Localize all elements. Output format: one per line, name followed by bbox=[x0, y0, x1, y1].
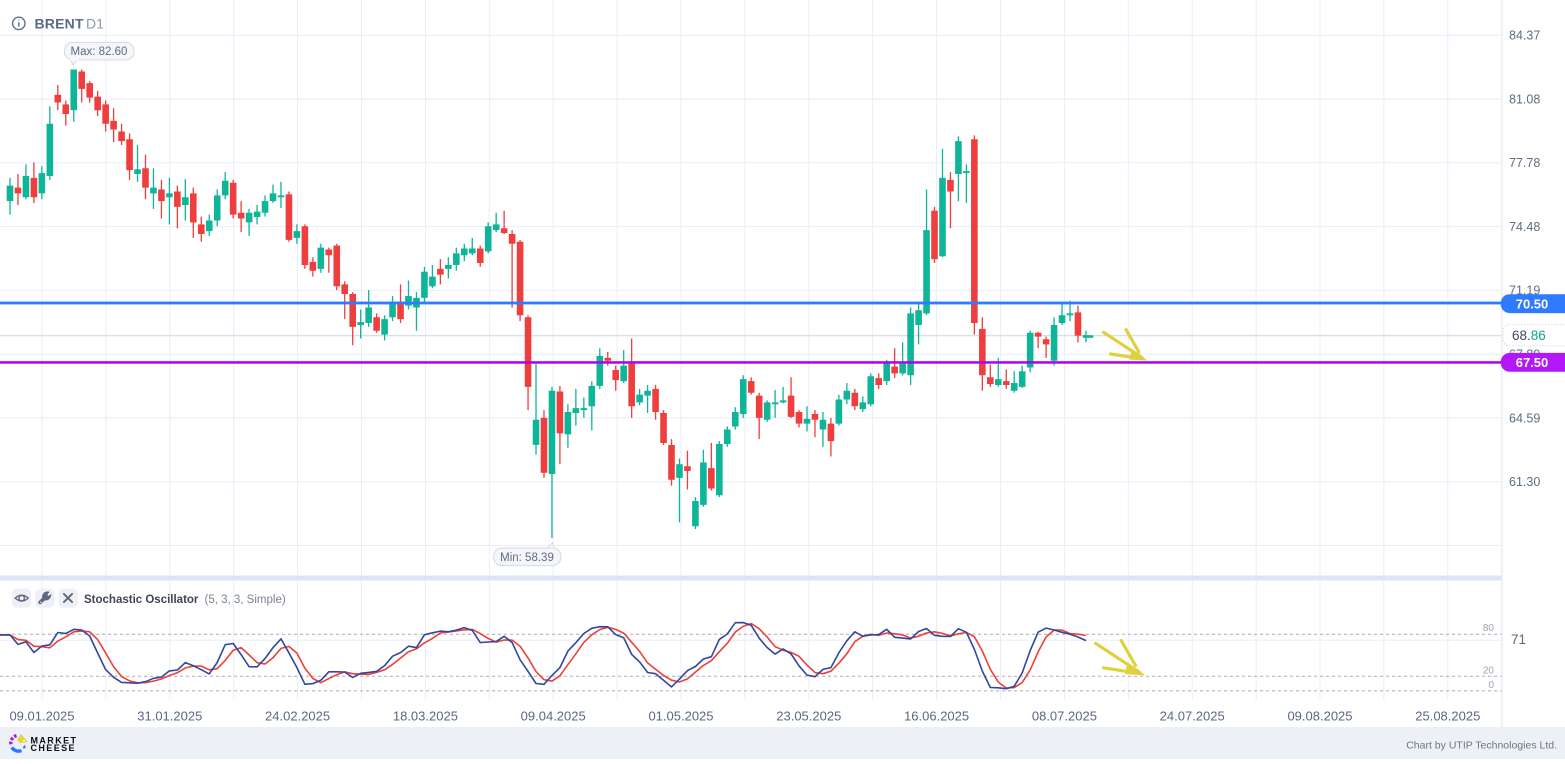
svg-text:80: 80 bbox=[1483, 623, 1495, 634]
svg-text:24.07.2025: 24.07.2025 bbox=[1160, 709, 1225, 724]
svg-text:31.01.2025: 31.01.2025 bbox=[137, 709, 202, 724]
svg-text:81.08: 81.08 bbox=[1509, 92, 1540, 106]
svg-text:23.05.2025: 23.05.2025 bbox=[776, 709, 841, 724]
svg-text:70.50: 70.50 bbox=[1516, 296, 1549, 311]
svg-text:16.06.2025: 16.06.2025 bbox=[904, 709, 969, 724]
svg-text:01.05.2025: 01.05.2025 bbox=[648, 709, 713, 724]
svg-text:Min: 58.39: Min: 58.39 bbox=[500, 552, 554, 564]
svg-text:MARKET: MARKET bbox=[31, 735, 78, 745]
svg-text:(5, 3, 3, Simple): (5, 3, 3, Simple) bbox=[205, 594, 286, 606]
svg-text:20: 20 bbox=[1483, 666, 1495, 677]
svg-text:77.78: 77.78 bbox=[1509, 156, 1540, 170]
svg-text:24.02.2025: 24.02.2025 bbox=[265, 709, 330, 724]
svg-text:09.04.2025: 09.04.2025 bbox=[521, 709, 586, 724]
svg-text:09.01.2025: 09.01.2025 bbox=[9, 709, 74, 724]
svg-text:71.19: 71.19 bbox=[1509, 284, 1540, 298]
svg-text:25.08.2025: 25.08.2025 bbox=[1415, 709, 1480, 724]
svg-text:74.48: 74.48 bbox=[1509, 220, 1540, 234]
svg-text:CHEESE: CHEESE bbox=[31, 743, 76, 753]
svg-text:09.08.2025: 09.08.2025 bbox=[1287, 709, 1352, 724]
svg-text:0: 0 bbox=[1488, 680, 1494, 691]
svg-text:68.86: 68.86 bbox=[1512, 328, 1546, 343]
svg-text:D1: D1 bbox=[86, 16, 104, 32]
svg-text:BRENT: BRENT bbox=[35, 16, 84, 32]
svg-text:71: 71 bbox=[1511, 632, 1526, 647]
svg-text:67.50: 67.50 bbox=[1516, 355, 1549, 370]
svg-text:08.07.2025: 08.07.2025 bbox=[1032, 709, 1097, 724]
svg-text:64.59: 64.59 bbox=[1509, 411, 1540, 425]
svg-text:84.37: 84.37 bbox=[1509, 29, 1540, 43]
svg-text:Max: 82.60: Max: 82.60 bbox=[71, 46, 128, 58]
svg-text:Stochastic Oscillator: Stochastic Oscillator bbox=[84, 594, 199, 606]
svg-text:61.30: 61.30 bbox=[1509, 475, 1540, 489]
svg-text:Chart by UTIP Technologies Ltd: Chart by UTIP Technologies Ltd. bbox=[1406, 740, 1557, 752]
svg-text:18.03.2025: 18.03.2025 bbox=[393, 709, 458, 724]
